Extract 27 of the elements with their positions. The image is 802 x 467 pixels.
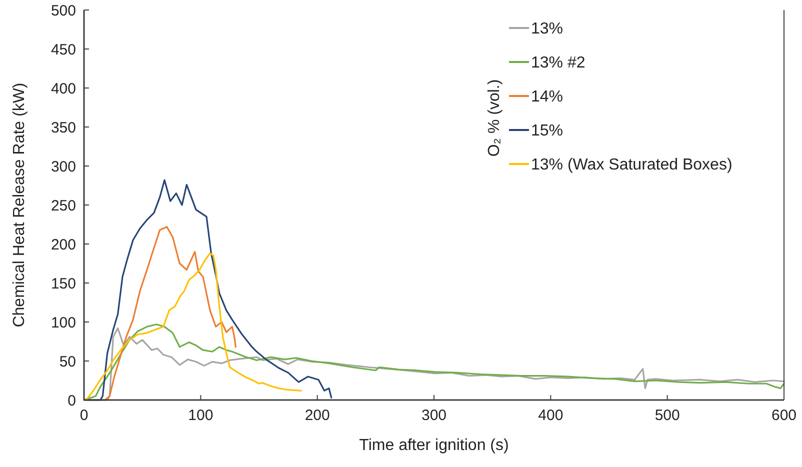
x-tick-label: 600 (771, 407, 797, 424)
y-tick-label: 400 (50, 80, 76, 98)
x-axis-title: Time after ignition (s) (359, 437, 509, 454)
x-tick-label: 200 (304, 407, 330, 424)
y-tick-label: 100 (50, 314, 76, 332)
y-tick-label: 200 (50, 236, 76, 254)
y-tick-label: 0 (68, 392, 76, 410)
x-tick-label: 0 (80, 407, 88, 424)
legend-label: 15% (531, 122, 564, 140)
y-tick-label: 350 (50, 119, 76, 136)
legend-label: 13% (Wax Saturated Boxes) (531, 156, 732, 174)
x-tick-label: 500 (654, 407, 680, 424)
y-tick-label: 250 (50, 197, 76, 214)
y-tick-label: 50 (59, 353, 76, 370)
legend-label: 13% (531, 20, 564, 38)
y-tick-label: 300 (50, 158, 76, 176)
legend-label: 13% #2 (531, 54, 586, 72)
y-tick-label: 450 (50, 41, 76, 58)
y-tick-label: 150 (50, 275, 76, 292)
legend-title: O₂ % (vol.) (486, 79, 503, 157)
x-tick-label: 400 (538, 407, 564, 424)
x-tick-label: 300 (421, 407, 447, 424)
x-tick-label: 100 (188, 407, 214, 424)
line-series (83, 252, 302, 401)
legend-label: 14% (531, 88, 564, 106)
y-tick-label: 500 (50, 2, 76, 20)
y-axis-title: Chemical Heat Release Rate (kW) (11, 82, 28, 328)
